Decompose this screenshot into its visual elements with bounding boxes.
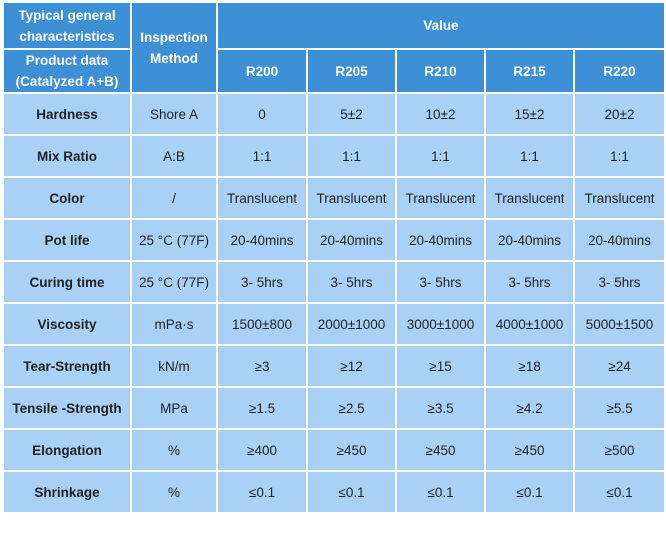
row-parameter: Elongation — [2, 428, 132, 472]
row-parameter: Color — [2, 176, 132, 220]
row-value-cell: 1:1 — [484, 134, 575, 178]
row-method: 25 °C (77F) — [130, 260, 218, 304]
row-value-cell: ≥500 — [572, 428, 666, 472]
table-row: Curing time 25 °C (77F) 3- 5hrs 3- 5hrs 3- 5… — [2, 260, 666, 304]
row-parameter: Hardness — [2, 92, 132, 136]
header-model: R210 — [395, 48, 486, 94]
row-value-cell: ≤0.1 — [306, 470, 397, 514]
table-row: Elongation% ≥400 ≥450 ≥450 ≥450 ≥500 — [2, 428, 666, 472]
table-row: Tear-Strength kN/m ≥3 ≥12 ≥15 ≥18 ≥24 — [2, 344, 666, 388]
row-method: kN/m — [130, 344, 218, 388]
header-model: R205 — [306, 48, 397, 94]
row-value-cell: ≥450 — [306, 428, 397, 472]
row-value-cell: ≥24 — [572, 344, 666, 388]
row-value-cell: ≤0.1 — [572, 470, 666, 514]
row-value-cell: 3- 5hrs — [484, 260, 575, 304]
row-value-cell: 5000±1500 — [572, 302, 666, 346]
header-model: R200 — [216, 48, 308, 94]
row-value-cell: 3- 5hrs — [216, 260, 308, 304]
row-value-cell: ≥18 — [484, 344, 575, 388]
row-value-cell: ≥450 — [484, 428, 575, 472]
row-value-cell: 5±2 — [306, 92, 397, 136]
row-value-cell: ≤0.1 — [216, 470, 308, 514]
row-parameter: Pot life — [2, 218, 132, 262]
row-value-cell: ≥5.5 — [572, 386, 666, 430]
table-row: Color / Translucent Translucent Translucent T… — [2, 176, 666, 220]
row-method: Shore A — [130, 92, 218, 136]
row-parameter: Viscosity — [2, 302, 132, 346]
row-value-cell: 20-40mins — [572, 218, 666, 262]
row-value-cell: 1:1 — [395, 134, 486, 178]
row-value-cell: 0 — [216, 92, 308, 136]
row-value-cell: ≥12 — [306, 344, 397, 388]
row-value-cell: ≤0.1 — [484, 470, 575, 514]
spec-table: Typical general characteristics Inspecti… — [2, 1, 666, 514]
row-value-cell: 20-40mins — [484, 218, 575, 262]
row-method: % — [130, 428, 218, 472]
header-value: Value — [215, 1, 666, 50]
row-method: % — [130, 470, 218, 514]
row-value-cell: 1:1 — [306, 134, 397, 178]
header-characteristics: Typical general characteristics — [2, 1, 132, 50]
row-value-cell: ≥400 — [216, 428, 308, 472]
row-parameter: Shrinkage — [2, 470, 132, 514]
row-value-cell: ≥450 — [395, 428, 486, 472]
row-value-cell: ≥3.5 — [395, 386, 486, 430]
row-method: / — [130, 176, 218, 220]
row-method: MPa — [130, 386, 218, 430]
table-row: Pot life 25 °C (77F) 20-40mins 20-40mins 20-… — [2, 218, 666, 262]
row-value-cell: 4000±1000 — [484, 302, 575, 346]
row-value-cell: 1500±800 — [216, 302, 308, 346]
header-model: R215 — [484, 48, 575, 94]
row-parameter: Tear-Strength — [2, 344, 132, 388]
row-value-cell: ≥4.2 — [484, 386, 575, 430]
table-row: Mix Ratio A:B 1:1 1:1 1:1 1:1 1:1 — [2, 134, 666, 178]
row-value-cell: ≥15 — [395, 344, 486, 388]
row-value-cell: 20-40mins — [306, 218, 397, 262]
row-value-cell: 20-40mins — [395, 218, 486, 262]
row-value-cell: 1:1 — [216, 134, 308, 178]
row-value-cell: Translucent — [572, 176, 666, 220]
header-product-data: Product data (Catalyzed A+B) — [2, 48, 132, 94]
header-model: R220 — [572, 48, 666, 94]
row-value-cell: ≥3 — [216, 344, 308, 388]
row-method: 25 °C (77F) — [130, 218, 218, 262]
row-value-cell: 10±2 — [395, 92, 486, 136]
row-value-cell: ≥2.5 — [306, 386, 397, 430]
row-parameter: Curing time — [2, 260, 132, 304]
row-parameter: Tensile -Strength — [2, 386, 132, 430]
row-value-cell: 3000±1000 — [395, 302, 486, 346]
row-value-cell: 2000±1000 — [306, 302, 397, 346]
row-value-cell: 15±2 — [484, 92, 575, 136]
table-row: Hardness Shore A 0 5±2 10±2 15±2 20±2 — [2, 92, 666, 136]
row-parameter: Mix Ratio — [2, 134, 132, 178]
table-body: Hardness Shore A 0 5±2 10±2 15±2 20±2 Mix Ratio… — [2, 92, 666, 514]
table-row: Shrinkage% ≤0.1 ≤0.1 ≤0.1 ≤0.1 ≤0.1 — [2, 470, 666, 514]
table-row: Viscosity mPa·s 1500±800 2000±1000 3000±1000… — [2, 302, 666, 346]
table-row: Tensile -Strength MPa ≥1.5 ≥2.5 ≥3.5 ≥4.2 ≥5.5 — [2, 386, 666, 430]
row-value-cell: Translucent — [216, 176, 308, 220]
row-value-cell: 1:1 — [572, 134, 666, 178]
row-value-cell: ≤0.1 — [395, 470, 486, 514]
row-method: A:B — [130, 134, 218, 178]
row-value-cell: 3- 5hrs — [306, 260, 397, 304]
row-value-cell: 20±2 — [572, 92, 666, 136]
row-value-cell: Translucent — [395, 176, 486, 220]
row-value-cell: ≥1.5 — [216, 386, 308, 430]
row-value-cell: 20-40mins — [216, 218, 308, 262]
row-value-cell: 3- 5hrs — [395, 260, 486, 304]
header-inspection-method: Inspection Method — [130, 1, 218, 94]
row-value-cell: Translucent — [306, 176, 397, 220]
row-value-cell: Translucent — [484, 176, 575, 220]
row-value-cell: 3- 5hrs — [572, 260, 666, 304]
row-method: mPa·s — [130, 302, 218, 346]
